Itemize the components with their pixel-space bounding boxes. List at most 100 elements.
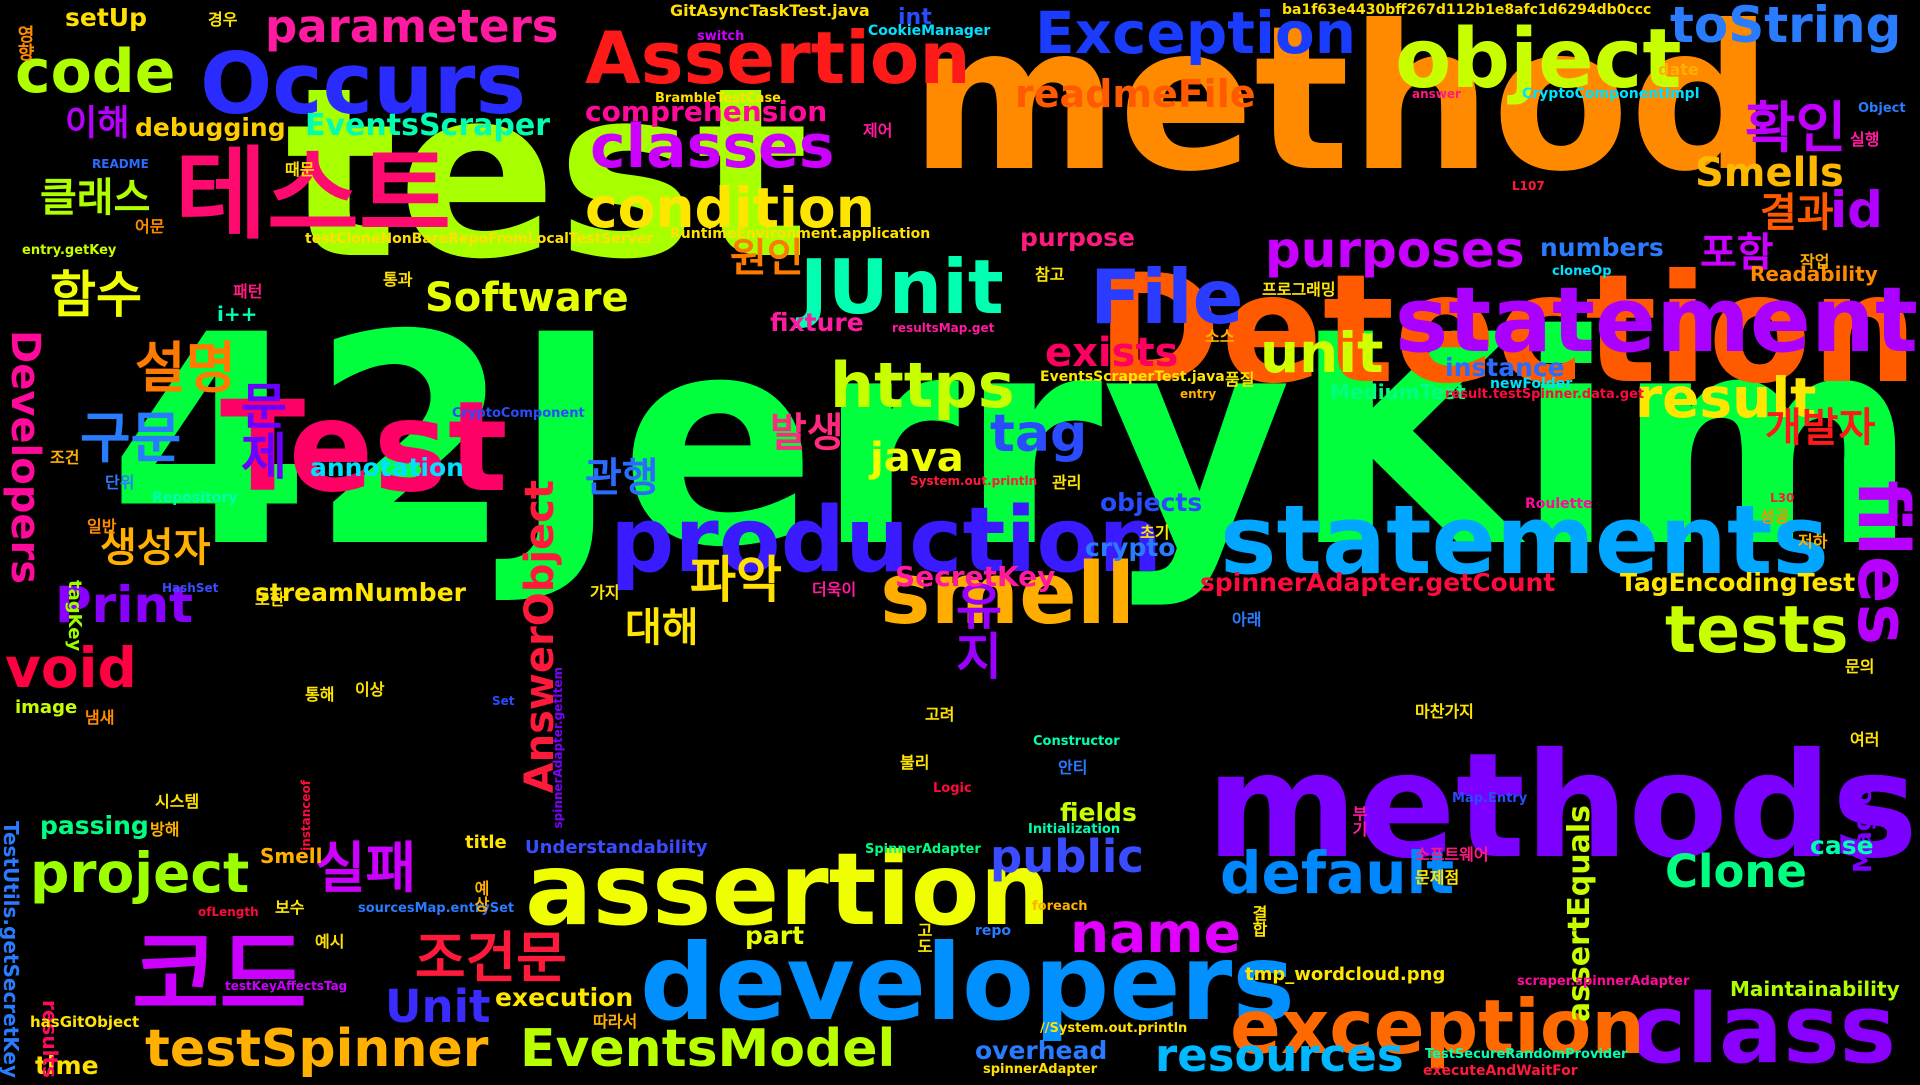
word-part: part xyxy=(745,921,805,950)
word-ko: 또한 xyxy=(255,590,285,610)
word-ko: 실행 xyxy=(1850,130,1880,150)
word-assertequals: assertEquals xyxy=(1562,805,1597,1023)
word-objects: objects xyxy=(1100,488,1203,517)
word-developers: developers xyxy=(640,922,1295,1044)
word-code: code xyxy=(15,37,176,107)
word-answer: answer xyxy=(1412,87,1461,102)
word-ko: 문제 xyxy=(231,380,289,480)
word-ko: 영향 xyxy=(14,25,35,61)
word-developers: Developers xyxy=(2,330,48,585)
word-testkeyaffectstag: testKeyAffectsTag xyxy=(225,979,348,994)
word-ko: 개발자 xyxy=(1765,405,1876,451)
word-l107: L107 xyxy=(1512,179,1545,194)
word-ko: 저하 xyxy=(1798,532,1828,552)
word-software: Software xyxy=(425,275,629,321)
word-purposes: purposes xyxy=(1265,221,1525,279)
word-eventsscrapertest-java: EventsScraperTest.java xyxy=(1040,368,1225,385)
word-resources: resources xyxy=(1155,1029,1404,1082)
word-ko: 실패 xyxy=(315,836,417,900)
word-ko: 마찬가지 xyxy=(1415,702,1474,722)
word-ko: 예시 xyxy=(315,932,345,952)
word-project: project xyxy=(30,841,250,905)
word-condition: condition xyxy=(585,176,875,240)
word-comprehension: comprehension xyxy=(585,94,828,128)
word-switch: switch xyxy=(697,28,745,44)
word-production: production xyxy=(610,488,1163,593)
word-public: public xyxy=(990,830,1144,883)
word-unit: unit xyxy=(1260,321,1384,385)
word-entry-getkey: entry.getKey xyxy=(22,242,117,258)
word-newfolder: newFolder xyxy=(1490,375,1573,392)
word-test: Test xyxy=(220,375,508,520)
word-time: time xyxy=(35,1051,99,1080)
word-ko: 유지 xyxy=(946,580,1004,680)
word-ko: 생성자 xyxy=(100,525,211,571)
word-ko: 품질 xyxy=(1225,370,1255,390)
word-ko: 고도 xyxy=(914,922,933,954)
word-oflength: ofLength xyxy=(198,905,259,920)
word-smell: Smell xyxy=(260,844,323,868)
word-cookiemanager: CookieManager xyxy=(868,22,991,39)
word-print: Print xyxy=(55,576,193,634)
word-ba1f63e4430bff267d112b1e8afc1d6294db0ccc: ba1f63e4430bff267d112b1e8afc1d6294db0ccc xyxy=(1282,1,1652,18)
word-ko: 가지 xyxy=(590,583,620,603)
word-ko: 따라서 xyxy=(593,1012,638,1032)
word-readability: Readability xyxy=(1750,262,1878,286)
word-ko: 포함 xyxy=(1700,230,1774,276)
word-understandability: Understandability xyxy=(525,836,708,858)
word-initialization: Initialization xyxy=(1028,821,1121,837)
word-crypto: crypto xyxy=(1085,533,1176,562)
word-file: File xyxy=(1090,253,1244,341)
word-readmefile: readmeFile xyxy=(1015,71,1256,116)
word-cryptocomponentimpl: CryptoComponentImpl xyxy=(1522,85,1700,102)
word-hashset: HashSet xyxy=(162,581,219,596)
word-repo: repo xyxy=(975,922,1012,939)
word-statements: statements xyxy=(1220,486,1829,596)
word-runtimeenvironment-application: RuntimeEnvironment.application xyxy=(670,225,931,242)
word-default: default xyxy=(1220,838,1455,907)
word-executeandwaitfor: executeAndWaitFor xyxy=(1423,1062,1578,1079)
word-entry: entry xyxy=(1180,387,1217,402)
word-ko: 아래 xyxy=(1232,610,1262,630)
word-https: https xyxy=(830,349,1015,423)
word-scraper-spinneradapter: scraper.spinnerAdapter xyxy=(1517,973,1690,989)
word-ko: 문의 xyxy=(1845,657,1875,677)
word-testspinner: testSpinner xyxy=(145,1019,489,1080)
word-ko: 방해 xyxy=(150,820,180,840)
word-ko: 부기 xyxy=(1349,805,1368,837)
word-spinneradapter: spinnerAdapter xyxy=(983,1061,1098,1077)
word-fixture: fixture xyxy=(770,308,864,337)
word-hasgitobject: hasGitObject xyxy=(30,1013,140,1031)
word-occurs: Occurs xyxy=(200,35,527,134)
word-ko: 시스템 xyxy=(155,792,200,812)
word-tag: tag xyxy=(990,404,1088,465)
word-ko: 코드 xyxy=(132,921,307,1031)
word-eventsmodel: EventsModel xyxy=(520,1019,896,1080)
word-constructor: Constructor xyxy=(1033,733,1120,749)
word-assertion: assertion xyxy=(525,831,1051,948)
word-class: class xyxy=(1630,975,1897,1085)
word-instance: instance xyxy=(1445,353,1565,382)
word-java: java xyxy=(870,435,964,481)
word-title: title xyxy=(465,831,507,853)
word-ko: 대해 xyxy=(625,605,699,651)
word-ko: 단위 xyxy=(105,473,135,493)
word-ko: 여러 xyxy=(1850,730,1880,750)
word-ko: 통해 xyxy=(305,685,335,705)
word-ko: 안티 xyxy=(1058,758,1088,778)
word-ko: 패턴 xyxy=(233,282,263,302)
word-purpose: purpose xyxy=(1020,223,1135,252)
word-ko: 결과 xyxy=(1760,190,1834,236)
word-ko: 성공 xyxy=(1760,507,1790,527)
word-ko: 확인 xyxy=(1745,96,1847,160)
word-id: id xyxy=(1830,181,1883,239)
word-ko: 경우 xyxy=(208,10,238,30)
word-readme: README xyxy=(92,157,149,172)
word-setup: setUp xyxy=(65,3,147,32)
word-resultsmap-get: resultsMap.get xyxy=(892,321,995,336)
word-result: result xyxy=(1635,366,1817,430)
word-ko: 이상 xyxy=(355,680,385,700)
word-methods: methods xyxy=(1206,722,1918,891)
word-ko: 조건 xyxy=(50,448,80,468)
word-debugging: debugging xyxy=(135,113,286,142)
